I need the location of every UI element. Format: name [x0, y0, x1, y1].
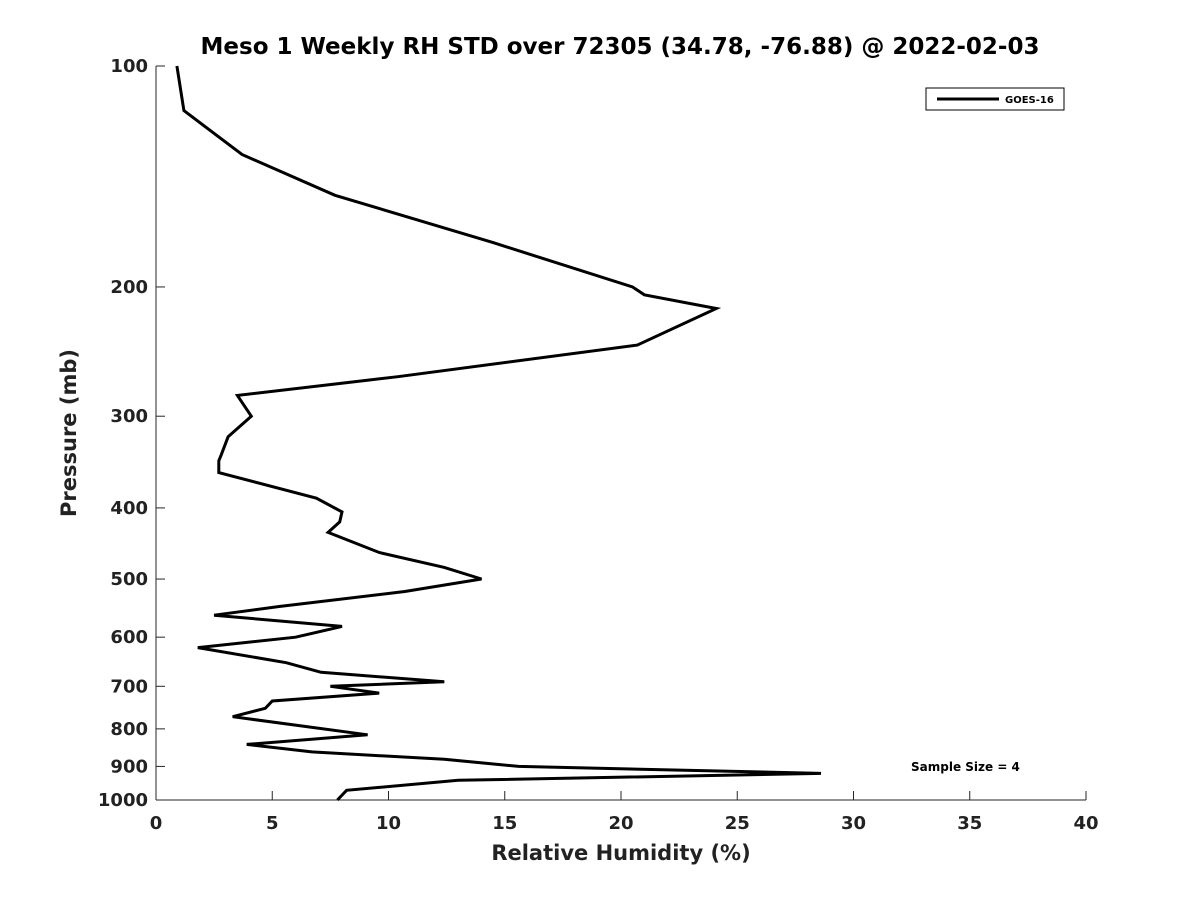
x-tick-label: 40 — [1073, 813, 1098, 834]
y-tick-label: 700 — [110, 676, 148, 697]
x-tick-label: 5 — [266, 813, 279, 834]
y-tick-label: 400 — [110, 498, 148, 519]
y-axis-ticks: 100 200 300 400 500 600 700 800 900 1000 — [98, 56, 165, 811]
x-axis-label: Relative Humidity (%) — [491, 841, 750, 865]
x-tick-label: 15 — [492, 813, 517, 834]
x-axis-ticks: 0 5 10 15 20 25 30 35 40 — [150, 791, 1099, 834]
y-tick-label: 500 — [110, 569, 148, 590]
y-tick-label: 300 — [110, 406, 148, 427]
legend-entry-goes-16: GOES-16 — [1005, 95, 1054, 106]
x-tick-label: 10 — [376, 813, 401, 834]
y-tick-label: 200 — [110, 277, 148, 298]
y-tick-label: 800 — [110, 719, 148, 740]
series-line-goes-16 — [175, 65, 822, 802]
x-tick-label: 35 — [957, 813, 982, 834]
chart-title: Meso 1 Weekly RH STD over 72305 (34.78, … — [201, 34, 1040, 60]
x-tick-label: 25 — [725, 813, 750, 834]
legend: GOES-16 — [925, 87, 1065, 111]
plot-area: 0 5 10 15 20 25 30 35 40 100 200 300 400 500 600 700 80… — [98, 56, 1099, 834]
y-tick-label: 100 — [110, 56, 148, 77]
x-tick-label: 30 — [841, 813, 866, 834]
x-tick-label: 0 — [150, 813, 163, 834]
y-axis-label: Pressure (mb) — [57, 349, 81, 517]
sample-size-annotation: Sample Size = 4 — [911, 760, 1020, 774]
y-tick-label: 900 — [110, 756, 148, 777]
y-tick-label: 600 — [110, 627, 148, 648]
x-tick-label: 20 — [608, 813, 633, 834]
series-group — [175, 65, 822, 802]
y-tick-label: 1000 — [98, 790, 148, 811]
